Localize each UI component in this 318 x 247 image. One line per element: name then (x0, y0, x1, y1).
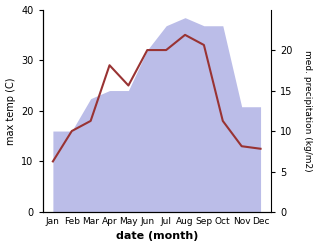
Y-axis label: max temp (C): max temp (C) (5, 77, 16, 144)
X-axis label: date (month): date (month) (115, 231, 198, 242)
Y-axis label: med. precipitation (kg/m2): med. precipitation (kg/m2) (303, 50, 313, 172)
